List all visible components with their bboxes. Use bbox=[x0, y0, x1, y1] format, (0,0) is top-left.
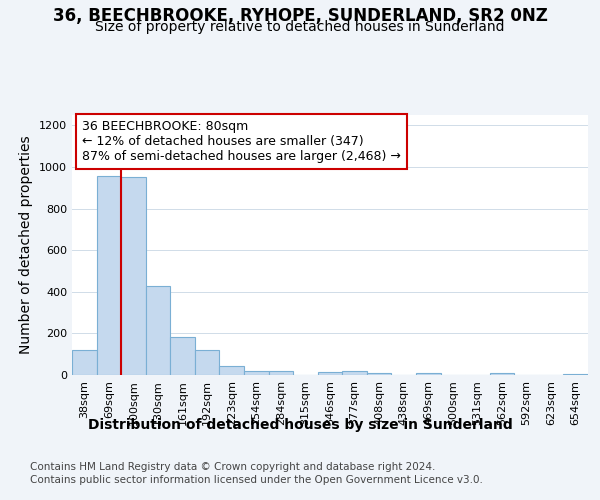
Bar bbox=[318, 372, 342, 375]
Bar bbox=[170, 336, 195, 375]
Bar bbox=[220, 366, 244, 375]
Bar bbox=[269, 371, 293, 375]
Bar bbox=[342, 371, 367, 375]
Bar bbox=[146, 286, 170, 375]
Text: 36, BEECHBROOKE, RYHOPE, SUNDERLAND, SR2 0NZ: 36, BEECHBROOKE, RYHOPE, SUNDERLAND, SR2… bbox=[53, 8, 547, 26]
Text: Size of property relative to detached houses in Sunderland: Size of property relative to detached ho… bbox=[95, 20, 505, 34]
Bar bbox=[121, 178, 146, 375]
Bar bbox=[72, 350, 97, 375]
Y-axis label: Number of detached properties: Number of detached properties bbox=[19, 136, 34, 354]
Text: Contains public sector information licensed under the Open Government Licence v3: Contains public sector information licen… bbox=[30, 475, 483, 485]
Bar bbox=[97, 176, 121, 375]
Bar bbox=[367, 373, 391, 375]
Text: Distribution of detached houses by size in Sunderland: Distribution of detached houses by size … bbox=[88, 418, 512, 432]
Bar bbox=[490, 374, 514, 375]
Bar bbox=[416, 374, 440, 375]
Text: Contains HM Land Registry data © Crown copyright and database right 2024.: Contains HM Land Registry data © Crown c… bbox=[30, 462, 436, 472]
Bar bbox=[195, 350, 220, 375]
Bar bbox=[563, 374, 588, 375]
Text: 36 BEECHBROOKE: 80sqm
← 12% of detached houses are smaller (347)
87% of semi-det: 36 BEECHBROOKE: 80sqm ← 12% of detached … bbox=[82, 120, 401, 163]
Bar bbox=[244, 371, 269, 375]
